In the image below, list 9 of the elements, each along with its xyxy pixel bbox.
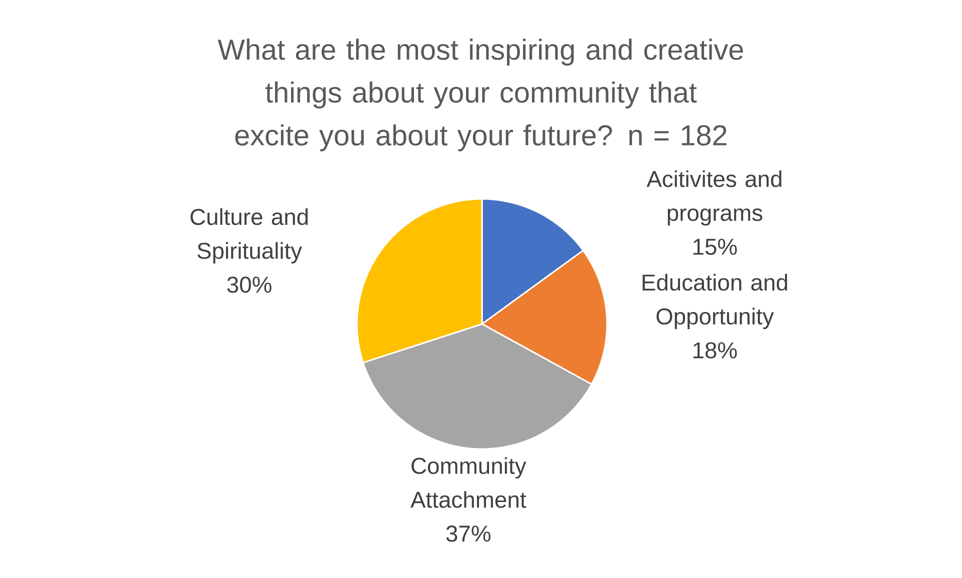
data-label: 15% — [694, 238, 737, 255]
slice-label: Acitivites and programs — [646, 170, 782, 226]
data-label: 30% — [227, 276, 272, 293]
data-label: 18% — [694, 342, 737, 358]
slice-label: Education and Opportunity — [642, 274, 788, 330]
slice-label: Community Attachment — [410, 457, 526, 508]
chart-title: What are the most inspiring and creative things about your community that excite you about your future? n = 182 — [218, 38, 743, 152]
data-label: 37% — [446, 526, 490, 542]
slice-label: Culture and Spirituality — [190, 208, 308, 264]
